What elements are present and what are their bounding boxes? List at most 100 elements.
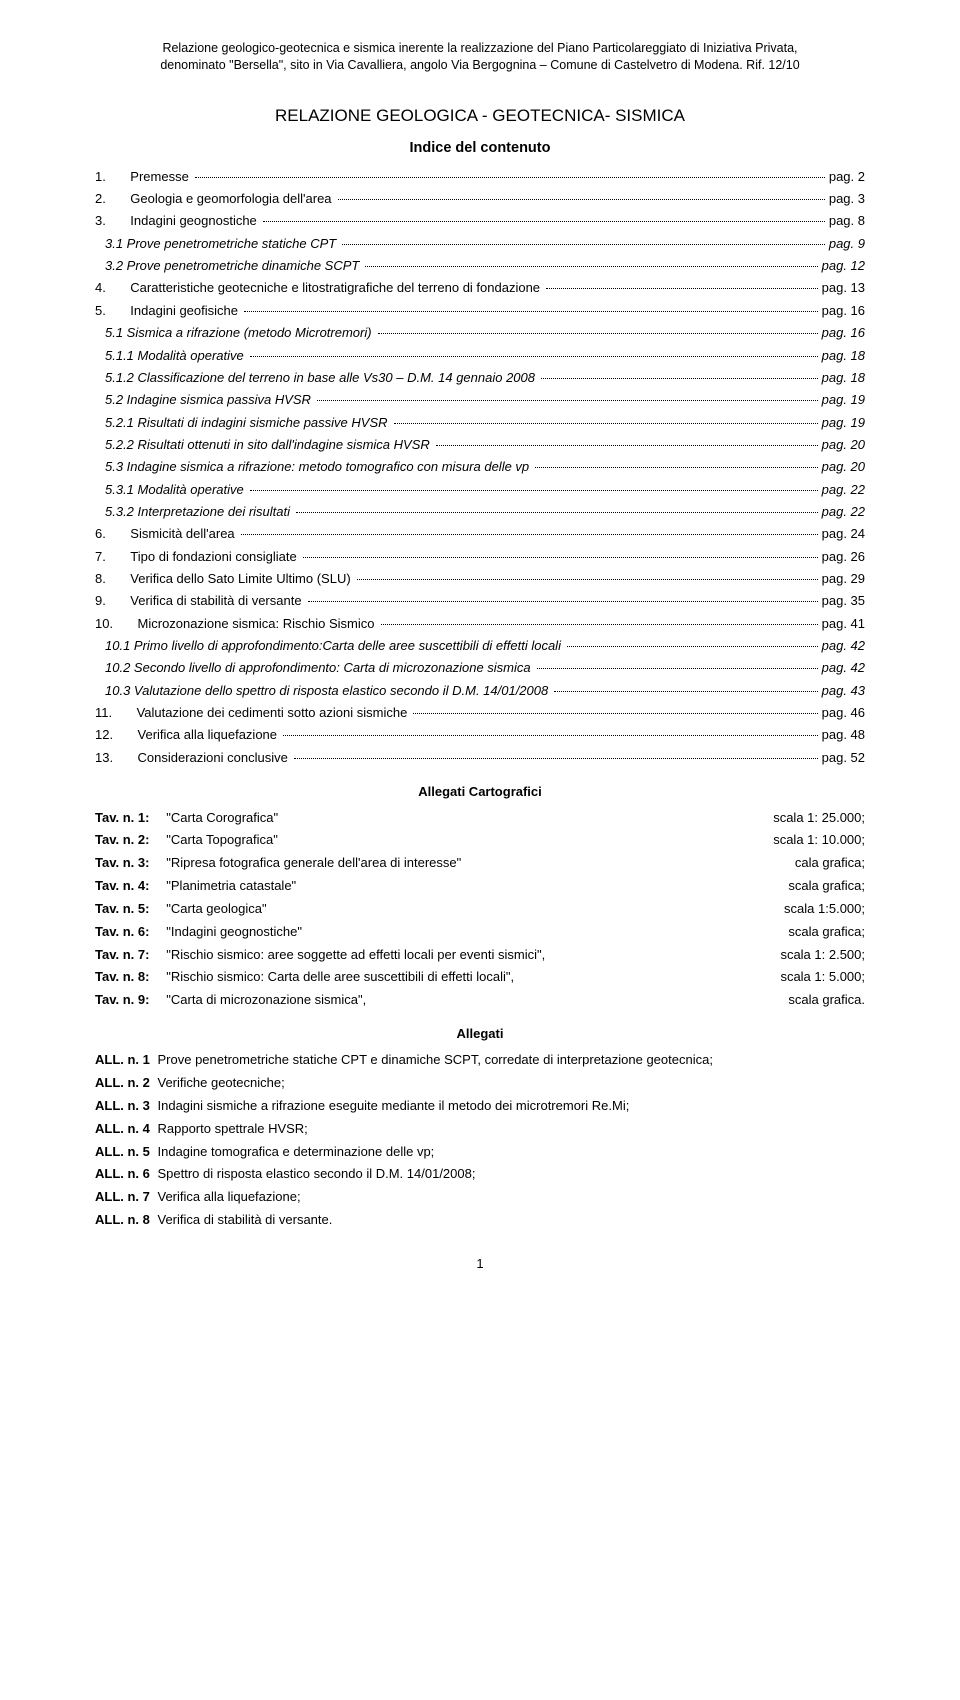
toc-label: 5.2.2 Risultati ottenuti in sito dall'in… [105,436,434,455]
toc-page: pag. 19 [820,391,865,410]
toc-page: pag. 18 [820,369,865,388]
toc-page: pag. 35 [820,592,865,611]
toc-label: Caratteristiche geotecniche e litostrati… [130,279,544,298]
allegati-desc: Verifiche geotecniche; [154,1075,285,1090]
tav-key: Tav. n. 5: [95,900,166,919]
allegati-desc: Indagini sismiche a rifrazione eseguite … [154,1098,629,1113]
toc-dots [303,557,818,558]
tav-desc: "Rischio sismico: aree soggette ad effet… [166,946,768,965]
allegati-list: ALL. n. 1 Prove penetrometriche statiche… [95,1051,865,1230]
allegati-key: ALL. n. 5 [95,1144,154,1159]
toc-page: pag. 26 [820,548,865,567]
toc-row: 10.2 Secondo livello di approfondimento:… [95,659,865,678]
toc-label: Premesse [130,168,193,187]
toc-page: pag. 19 [820,414,865,433]
tav-scale: cala grafica; [783,854,865,873]
page-number: 1 [95,1256,865,1271]
toc-number: 5. [95,302,130,321]
allegati-row: ALL. n. 1 Prove penetrometriche statiche… [95,1051,865,1070]
toc-label: 3.1 Prove penetrometriche statiche CPT [105,235,340,254]
tav-desc: "Carta geologica" [166,900,772,919]
toc-page: pag. 16 [820,324,865,343]
toc-label: 10.1 Primo livello di approfondimento:Ca… [105,637,565,656]
tav-key: Tav. n. 3: [95,854,166,873]
toc-page: pag. 20 [820,458,865,477]
toc-label: Tipo di fondazioni consigliate [130,548,300,567]
toc-number: 9. [95,592,130,611]
tav-row: Tav. n. 9: "Carta di microzonazione sism… [95,991,865,1010]
tav-desc: "Carta Corografica" [166,809,761,828]
toc-label: Verifica alla liquefazione [138,726,281,745]
allegati-row: ALL. n. 6 Spettro di risposta elastico s… [95,1165,865,1184]
toc-page: pag. 43 [820,682,865,701]
tav-row: Tav. n. 3: "Ripresa fotografica generale… [95,854,865,873]
toc-row: 5. Indagini geofisiche pag. 16 [95,302,865,321]
tav-key: Tav. n. 8: [95,968,166,987]
toc-dots [308,601,818,602]
tav-desc: "Ripresa fotografica generale dell'area … [166,854,783,873]
toc-label: Verifica di stabilità di versante [130,592,305,611]
allegati-cartografici-heading: Allegati Cartografici [95,784,865,799]
toc-dots [535,467,817,468]
toc-page: pag. 24 [820,525,865,544]
toc-dots [250,490,818,491]
toc-dots [378,333,818,334]
tav-row: Tav. n. 2: "Carta Topografica"scala 1: 1… [95,831,865,850]
tav-key: Tav. n. 2: [95,831,166,850]
tav-scale: scala 1:5.000; [772,900,865,919]
toc-dots [263,221,825,222]
tav-scale: scala 1: 25.000; [761,809,865,828]
toc-row: 10.3 Valutazione dello spettro di rispos… [95,682,865,701]
toc-row: 3.1 Prove penetrometriche statiche CPT pa… [95,235,865,254]
tav-row: Tav. n. 7: "Rischio sismico: aree sogget… [95,946,865,965]
toc-row: 5.1.1 Modalità operativepag. 18 [95,347,865,366]
allegati-desc: Prove penetrometriche statiche CPT e din… [154,1052,713,1067]
toc-label: Verifica dello Sato Limite Ultimo (SLU) [130,570,354,589]
toc-dots [294,758,818,759]
toc-page: pag. 29 [820,570,865,589]
toc-label: 5.1.2 Classificazione del terreno in bas… [105,369,539,388]
allegati-key: ALL. n. 7 [95,1189,154,1204]
toc-label: Indagini geofisiche [130,302,242,321]
allegati-desc: Rapporto spettrale HVSR; [154,1121,308,1136]
toc-dots [381,624,818,625]
header-line-2: denominato "Bersella", sito in Via Caval… [95,57,865,74]
toc-dots [283,735,818,736]
tav-desc: "Rischio sismico: Carta delle aree susce… [166,968,768,987]
tav-key: Tav. n. 1: [95,809,166,828]
tav-key: Tav. n. 9: [95,991,166,1010]
toc-page: pag. 9 [827,235,865,254]
toc-number: 8. [95,570,130,589]
allegati-row: ALL. n. 8 Verifica di stabilità di versa… [95,1211,865,1230]
tav-scale: scala grafica; [776,877,865,896]
allegati-key: ALL. n. 2 [95,1075,154,1090]
allegati-desc: Indagine tomografica e determinazione de… [154,1144,434,1159]
toc-page: pag. 12 [820,257,865,276]
allegati-heading: Allegati [95,1026,865,1041]
toc-page: pag. 48 [820,726,865,745]
toc-row: 5.2 Indagine sismica passiva HVSRpag. 19 [95,391,865,410]
toc-page: pag. 8 [827,212,865,231]
toc-number: 13. [95,749,138,768]
toc-dots [413,713,817,714]
header-line-1: Relazione geologico-geotecnica e sismica… [95,40,865,57]
toc-label: 10.2 Secondo livello di approfondimento:… [105,659,535,678]
toc-row: 3. Indagini geognostichepag. 8 [95,212,865,231]
tav-list: Tav. n. 1: "Carta Corografica"scala 1: 2… [95,809,865,1011]
allegati-row: ALL. n. 5 Indagine tomografica e determi… [95,1143,865,1162]
toc-number: 7. [95,548,130,567]
tav-scale: scala grafica. [776,991,865,1010]
toc-row: 5.2.2 Risultati ottenuti in sito dall'in… [95,436,865,455]
toc-label: Sismicità dell'area [130,525,238,544]
allegati-desc: Spettro di risposta elastico secondo il … [154,1166,476,1181]
page-header: Relazione geologico-geotecnica e sismica… [95,40,865,74]
tav-key: Tav. n. 4: [95,877,166,896]
allegati-key: ALL. n. 8 [95,1212,154,1227]
toc-row: 5.3 Indagine sismica a rifrazione: metod… [95,458,865,477]
toc-page: pag. 2 [827,168,865,187]
toc-page: pag. 16 [820,302,865,321]
toc-dots [338,199,825,200]
toc-row: 4. Caratteristiche geotecniche e litostr… [95,279,865,298]
toc-page: pag. 22 [820,503,865,522]
toc-number: 3. [95,212,130,231]
